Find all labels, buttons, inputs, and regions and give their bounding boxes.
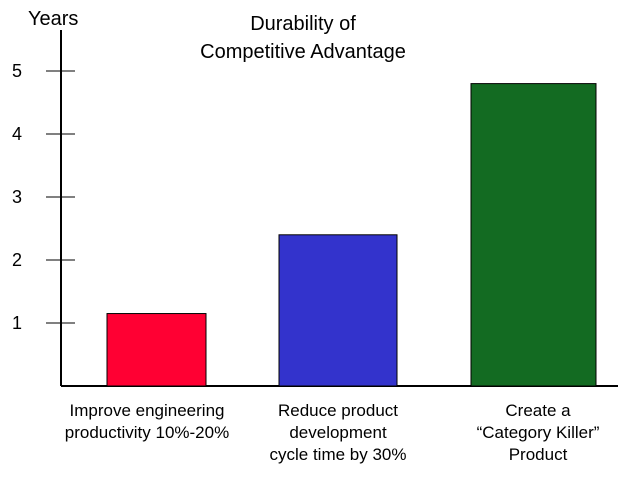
y-tick-label: 1 xyxy=(12,313,22,333)
category-label-2: development xyxy=(289,423,387,442)
y-axis-title: Years xyxy=(28,8,78,30)
y-tick-label: 5 xyxy=(12,61,22,81)
category-label-2: cycle time by 30% xyxy=(270,445,407,464)
y-axis-ticks: 1 2 3 4 5 xyxy=(12,61,75,333)
y-tick-label: 2 xyxy=(12,250,22,270)
bar-2 xyxy=(278,234,398,387)
y-tick-label: 4 xyxy=(12,124,22,144)
chart-title-line: Durability of xyxy=(250,13,356,35)
bars xyxy=(106,83,597,387)
category-label-3: Product xyxy=(509,445,568,464)
chart-title: Durability of Competitive Advantage xyxy=(200,13,406,63)
bar-3 xyxy=(470,83,597,387)
chart-title-line: Competitive Advantage xyxy=(200,41,406,63)
category-label-3: Create a xyxy=(505,401,571,420)
category-labels: Improve engineering productivity 10%-20% R… xyxy=(65,401,600,464)
category-label-3: “Category Killer” xyxy=(477,423,600,442)
category-label-1: productivity 10%-20% xyxy=(65,423,229,442)
bar-1 xyxy=(106,313,207,387)
category-label-2: Reduce product xyxy=(278,401,398,420)
category-label-1: Improve engineering xyxy=(70,401,225,420)
y-tick-label: 3 xyxy=(12,187,22,207)
